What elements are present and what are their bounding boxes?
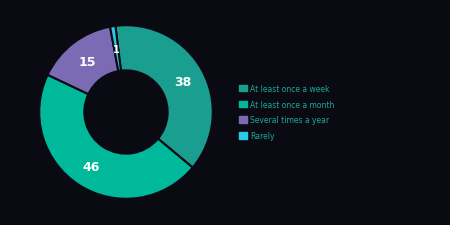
Wedge shape (110, 27, 121, 72)
Wedge shape (115, 26, 213, 168)
Text: 15: 15 (78, 55, 95, 68)
Text: 1: 1 (113, 44, 120, 54)
Wedge shape (48, 28, 118, 95)
Text: 38: 38 (174, 75, 191, 88)
Wedge shape (39, 75, 193, 199)
Text: 46: 46 (83, 160, 100, 173)
Legend: At least once a week, At least once a month, Several times a year, Rarely: At least once a week, At least once a mo… (237, 82, 337, 143)
